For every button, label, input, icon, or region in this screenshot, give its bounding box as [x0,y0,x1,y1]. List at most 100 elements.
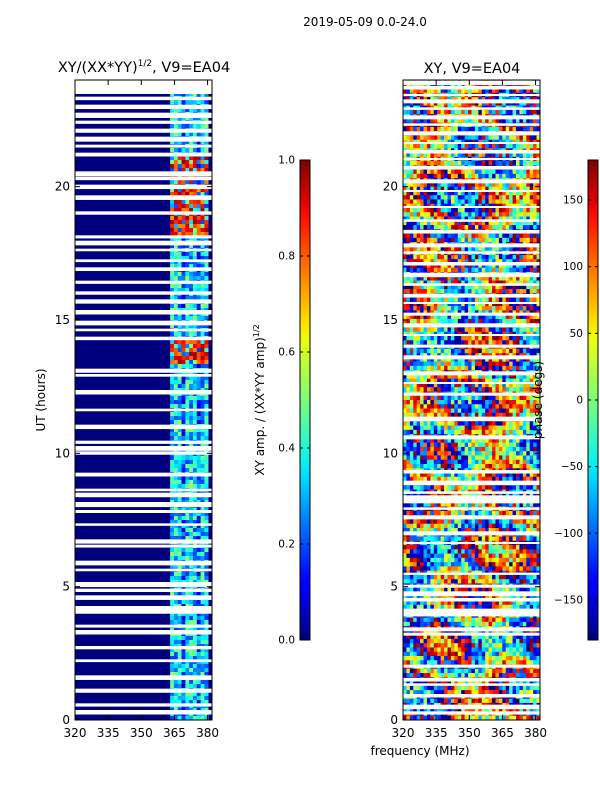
phase-cell [403,225,407,230]
phase-cell [450,404,455,409]
amp-cell [185,164,190,169]
phase-cell [512,220,517,226]
phase-cell [522,161,527,166]
amp-cell [189,400,194,405]
phase-cell [492,173,496,179]
amp-cell [170,528,175,533]
phase-cell [457,267,462,273]
amp-cell [181,716,186,720]
amp-cell [192,156,198,161]
phase-cell [420,233,424,239]
phase-cell [533,267,537,273]
phase-cell [457,135,462,141]
phase-cell [464,408,469,414]
amp-cell [185,516,190,521]
phase-cell [533,400,537,405]
phase-cell [444,374,448,379]
phase-cell [426,327,431,333]
amp-cell [189,200,194,205]
amp-cell [200,404,205,409]
amp-cell [192,148,198,153]
phase-cell [403,280,407,286]
phase-cell [450,267,455,273]
phase-cell [464,276,469,281]
phase-cell [516,387,520,392]
phase-cell [471,101,476,106]
phase-cell [447,246,452,251]
phase-cell [430,297,435,303]
phase-cell [420,144,424,149]
amp-cell [189,380,194,385]
phase-cell [430,387,435,392]
phase-cell [529,152,534,158]
phase-cell [526,365,531,371]
amp-cell [189,100,194,105]
phase-cell [536,336,540,341]
amp-cell [185,684,190,689]
amp-cell [170,484,175,489]
phase-cell [464,182,469,187]
phase-cell [529,412,534,418]
phase-cell [485,421,489,426]
phase-cell [437,263,441,269]
phase-cell [516,182,520,187]
phase-cell [502,284,507,290]
phase-cell [522,220,527,226]
phase-cell [492,208,496,213]
phase-cell [526,374,531,379]
phase-cell [464,101,469,106]
amp-cell [177,520,182,525]
phase-cell [474,220,479,226]
phase-cell [447,301,452,307]
phase-cell [420,276,424,281]
phase-cell [461,425,465,431]
amp-cell [173,296,179,301]
phase-cell [447,109,452,115]
phase-cell [423,387,428,392]
amp-flagged-row [75,240,212,246]
amp-cell [204,648,209,653]
amp-cell [204,512,209,517]
phase-cell [492,348,496,354]
amp-cell [189,296,194,301]
phase-cell [454,169,459,175]
phase-cell [485,318,489,324]
phase-cell [450,284,455,290]
figure-suptitle: 2019-05-09 0.0-24.0 [303,15,427,29]
phase-cell [502,280,507,286]
phase-cell [440,109,445,115]
phase-cell [423,186,428,192]
phase-cell [512,327,517,333]
phase-cell [447,199,452,205]
amp-cell [200,652,205,657]
phase-cell [437,412,441,418]
phase-cell [498,382,503,388]
phase-cell [471,408,476,414]
phase-cell [502,378,507,384]
phase-cell [430,408,435,414]
amp-cell [177,208,182,213]
phase-cell [413,237,417,243]
phase-cell [440,267,445,273]
phase-cell [478,404,483,409]
amp-cell [200,524,205,529]
phase-cell [444,284,448,290]
amp-flagged-row [75,646,212,650]
amp-cell [173,164,179,169]
phase-cell [512,404,517,409]
phase-cell [495,173,500,179]
amp-cell [185,456,190,461]
phase-cell [416,387,421,392]
amp-cell [185,332,190,337]
phase-cell [454,306,459,311]
phase-cell [409,173,414,179]
phase-cell [450,357,455,362]
amp-cell [181,516,186,521]
phase-cell [509,425,513,431]
amp-cell [189,164,194,169]
phase-cell [444,199,448,205]
phase-cell [509,173,513,179]
amp-cell [177,548,182,553]
phase-cell [505,284,510,290]
phase-cell [505,186,510,192]
